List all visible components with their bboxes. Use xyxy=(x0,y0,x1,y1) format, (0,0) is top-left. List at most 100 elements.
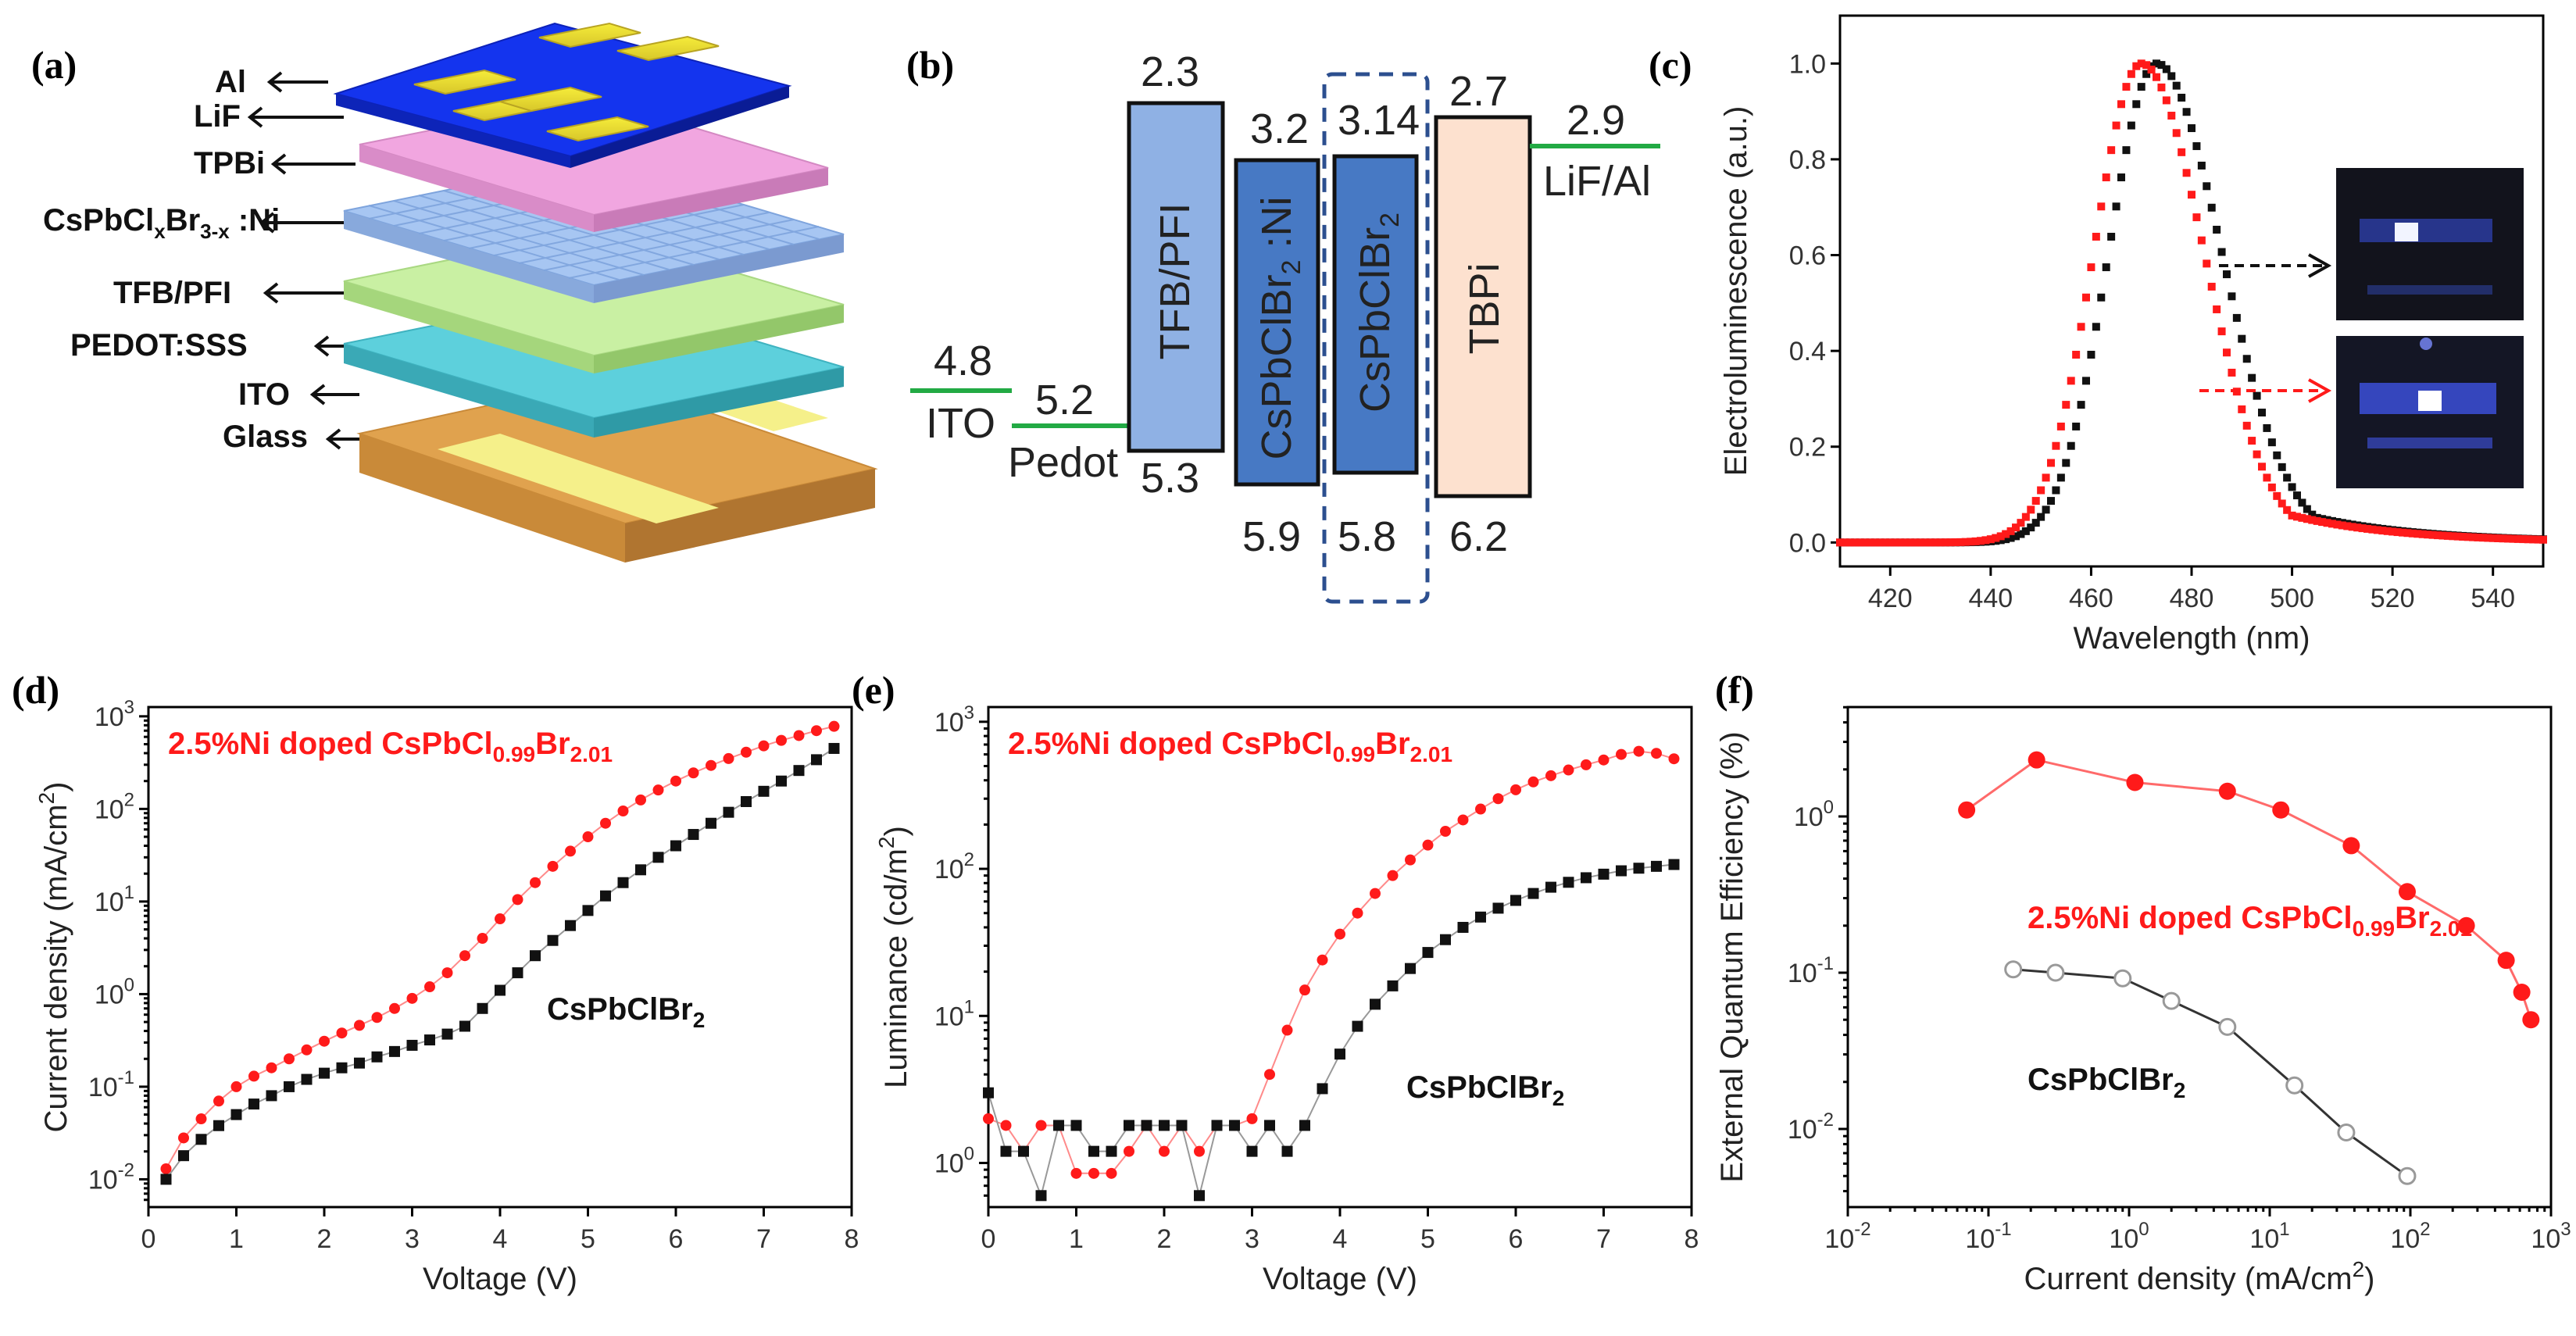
c-data-point xyxy=(2052,486,2060,495)
c-data-point xyxy=(1916,538,1924,547)
c-data-point xyxy=(1881,538,1889,547)
e-data-point xyxy=(1616,865,1627,877)
c-data-point xyxy=(2097,293,2106,302)
c-x-tick-label: 460 xyxy=(2069,584,2113,613)
c-data-point xyxy=(2031,497,2040,505)
c-data-point xyxy=(1981,536,1990,545)
c-data-point xyxy=(2017,530,2025,538)
e-data-point xyxy=(1194,1190,1205,1202)
c-data-point xyxy=(2132,62,2141,70)
e-data-point xyxy=(1510,895,1521,906)
d-data-point xyxy=(723,752,734,764)
c-data-point xyxy=(1871,538,1879,547)
c-data-point xyxy=(2172,81,2181,90)
c-data-point xyxy=(2428,530,2437,539)
c-data-point xyxy=(2298,498,2306,507)
d-data-point xyxy=(389,1002,400,1014)
c-data-point xyxy=(2524,535,2532,544)
d-data-point xyxy=(160,1163,172,1174)
c-data-point xyxy=(2388,527,2397,536)
e-data-point xyxy=(1070,1120,1082,1131)
e-data-point xyxy=(1475,911,1486,923)
c-data-point xyxy=(2153,73,2160,81)
c-data-point xyxy=(2232,313,2241,322)
d-data-point xyxy=(530,950,541,962)
d-data-point xyxy=(512,967,523,979)
e-data-point xyxy=(1317,1083,1328,1095)
c-data-point xyxy=(2117,100,2125,109)
e-data-point xyxy=(1211,1120,1223,1131)
panel-a-label: (a) xyxy=(31,43,77,87)
c-x-tick-label: 440 xyxy=(1968,584,2013,613)
c-data-point xyxy=(2127,121,2135,130)
c-data-point xyxy=(2313,516,2321,525)
c-data-point xyxy=(2383,527,2392,535)
d-data-point xyxy=(389,1045,400,1057)
f-data-point xyxy=(2004,960,2023,979)
c-data-point xyxy=(1906,538,1914,547)
c-data-point xyxy=(1911,538,1920,547)
d-data-point xyxy=(706,817,716,829)
d-data-point xyxy=(406,992,418,1004)
c-data-point xyxy=(2077,401,2085,409)
c-y-tick-label: 0.0 xyxy=(1789,528,1826,558)
d-data-point xyxy=(284,1081,295,1092)
c-data-point xyxy=(2488,534,2497,542)
layer-arrows xyxy=(247,71,359,450)
c-data-point xyxy=(1845,538,1854,547)
d-data-point xyxy=(248,1070,259,1082)
c-data-point xyxy=(2203,259,2211,268)
d-data-point xyxy=(741,795,752,807)
d-data-point xyxy=(793,765,805,777)
f-x-tick-label: 101 xyxy=(2249,1219,2289,1254)
f-data-point xyxy=(2522,1011,2540,1029)
tfb-name: TFB/PFI xyxy=(1152,203,1199,360)
chart-d: 0 1 2 3 4 5 6 7 8 10-2 10-1 100 101 102 103 Voltage (V)… xyxy=(34,697,859,1296)
c-data-point xyxy=(2513,534,2522,543)
c-data-point xyxy=(2172,129,2181,138)
label-lif: LiF xyxy=(194,99,241,134)
c-data-point xyxy=(2162,65,2170,73)
e-x-tick-label: 0 xyxy=(981,1224,996,1254)
f-data-point xyxy=(2272,801,2290,819)
d-data-point xyxy=(195,1113,207,1125)
c-data-point xyxy=(2021,513,2030,521)
d-data-point xyxy=(459,1020,470,1032)
d-data-point xyxy=(424,981,435,993)
c-data-point xyxy=(2469,533,2477,541)
d-plot-frame xyxy=(147,706,853,1209)
c-data-point xyxy=(1866,538,1874,547)
panel-c-label: (c) xyxy=(1649,43,1692,87)
d-data-point xyxy=(652,784,664,796)
c-data-point xyxy=(2478,534,2487,542)
panel-f: (f) 10-2 10-1 100 101 102 10310-210-1100Curre… xyxy=(1715,668,2571,1296)
f-data-point xyxy=(1958,801,1976,819)
c-data-point xyxy=(2418,530,2427,538)
c-data-point xyxy=(2278,463,2286,471)
e-data-point xyxy=(1352,907,1363,919)
e-data-point xyxy=(1106,1145,1117,1157)
e-data-point xyxy=(1598,754,1610,766)
c-data-point xyxy=(2107,146,2116,155)
d-y-tick-label: 10-1 xyxy=(88,1067,134,1102)
f-x-tick-label: 102 xyxy=(2390,1219,2430,1254)
d-x-tick-label: 3 xyxy=(405,1224,420,1254)
c-data-point xyxy=(2258,463,2266,471)
c-data-point xyxy=(2178,94,2186,102)
c-data-point xyxy=(1986,535,1995,544)
e-data-point xyxy=(1370,888,1381,899)
c-data-point xyxy=(2308,510,2317,519)
panel-b-label: (b) xyxy=(906,43,954,87)
c-y-tick-label: 0.2 xyxy=(1789,433,1826,463)
c-data-point xyxy=(2037,486,2045,495)
d-data-point xyxy=(723,806,734,818)
c-x-tick-label: 540 xyxy=(2471,584,2515,613)
e-data-point xyxy=(1352,1020,1363,1032)
e-x-tick-label: 4 xyxy=(1333,1224,1348,1254)
c-data-point xyxy=(2087,263,2095,272)
c-data-point xyxy=(2484,534,2492,542)
c-y-tick-label: 0.4 xyxy=(1789,337,1826,366)
electrode-layer xyxy=(333,22,792,168)
e-data-point xyxy=(1159,1120,1170,1131)
